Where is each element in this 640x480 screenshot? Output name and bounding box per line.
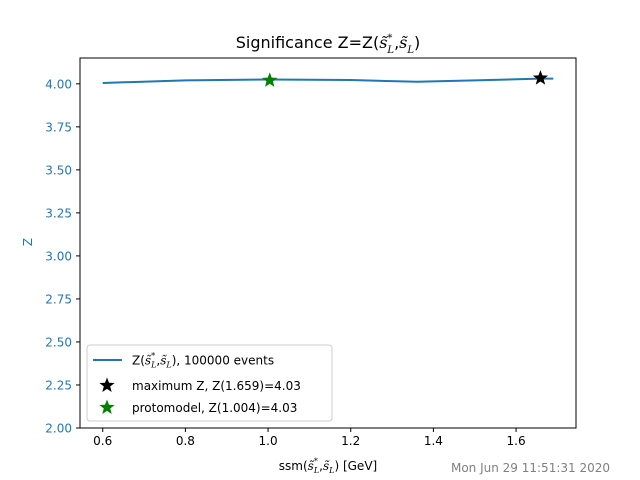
- legend: Z(s̃* L,s̃L), 100000 events maximum Z, Z(…: [86, 344, 333, 422]
- plot-area: [102, 70, 554, 87]
- timestamp: Mon Jun 29 11:51:31 2020: [451, 461, 610, 475]
- y-axis-label: Z: [21, 238, 35, 246]
- x-tick-label: 0.6: [93, 434, 112, 448]
- ticks: 0.6 0.8 1.0 1.2 1.4 1.6 2.00 2.25 2.50 2.75 3.00 3.…: [45, 77, 525, 448]
- y-tick-label: 3.75: [45, 120, 72, 134]
- legend-star-max: [99, 377, 115, 392]
- y-tick-label: 3.25: [45, 206, 72, 220]
- series-line: [102, 77, 554, 84]
- x-axis-label: ssm(s̃* L,s̃L) [GeV]: [279, 457, 377, 475]
- y-tick-label: 3.50: [45, 163, 72, 177]
- legend-label-series: Z(s̃* L,s̃L), 100000 events: [132, 352, 274, 370]
- x-tick-label: 1.0: [259, 434, 278, 448]
- legend-label-protomodel: protomodel, Z(1.004)=4.03: [132, 401, 297, 415]
- y-tick-label: 2.00: [45, 422, 72, 436]
- x-tick-label: 1.6: [507, 434, 526, 448]
- x-tick-label: 1.4: [424, 434, 443, 448]
- y-tick-label: 2.25: [45, 378, 72, 392]
- chart-title: Significance Z=Z(s̃* L,s̃L): [236, 33, 421, 56]
- x-tick-label: 1.2: [341, 434, 360, 448]
- y-tick-label: 4.00: [45, 77, 72, 91]
- y-tick-label: 2.75: [45, 292, 72, 306]
- y-tick-label: 3.00: [45, 249, 72, 263]
- y-tick-label: 2.50: [45, 335, 72, 349]
- protomodel-star-marker: [262, 72, 278, 87]
- legend-label-max: maximum Z, Z(1.659)=4.03: [132, 379, 301, 393]
- max-z-star-marker: [532, 70, 549, 85]
- legend-box: [86, 344, 333, 422]
- axes-frame: [79, 57, 577, 429]
- x-tick-label: 0.8: [176, 434, 195, 448]
- legend-star-protomodel: [99, 399, 115, 414]
